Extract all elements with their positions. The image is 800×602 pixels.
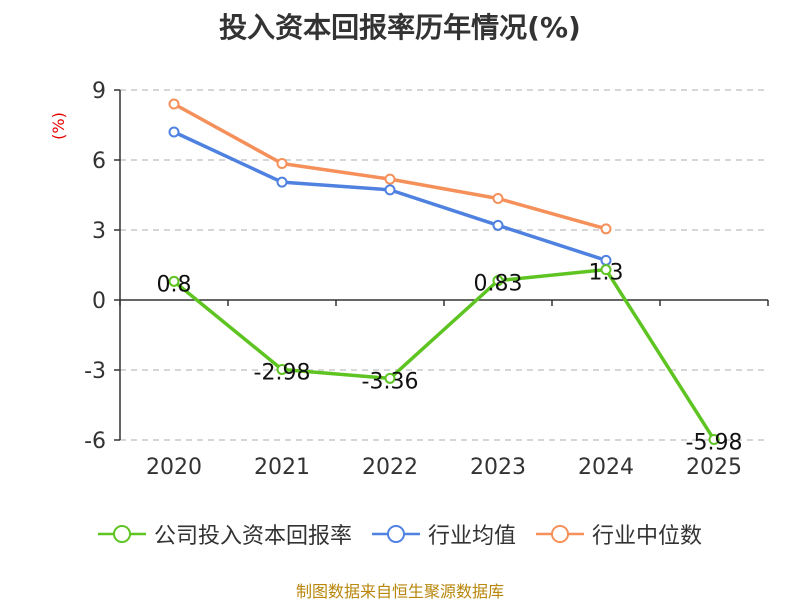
y-tick-label: -6: [84, 429, 106, 454]
x-tick-label: 2023: [470, 455, 526, 480]
legend-line-marker-icon: [371, 525, 420, 543]
legend-label: 公司投入资本回报率: [153, 524, 352, 549]
y-tick-label: 0: [92, 289, 106, 314]
data-point: [168, 275, 180, 287]
data-label: 0.8: [157, 272, 192, 297]
data-point: [492, 193, 504, 204]
data-label: 0.83: [474, 272, 523, 297]
series-lines: [168, 98, 720, 446]
series-line-0: [172, 267, 716, 441]
series-line-2: [173, 102, 607, 231]
series-line-1: [173, 130, 607, 262]
legend-label: 行业中位数: [592, 524, 703, 549]
legend-line-marker-icon: [97, 525, 146, 543]
data-labels: 0.8 -2.98 -3.36 0.83 1.3 -5.98: [157, 261, 743, 456]
data-point: [276, 176, 288, 188]
y-tick-label: 9: [92, 79, 106, 104]
gridlines: [120, 89, 768, 441]
data-label: -5.98: [686, 431, 743, 456]
data-label: -3.36: [362, 369, 419, 394]
data-point: [384, 173, 396, 185]
data-point: [168, 126, 180, 138]
data-point: [276, 158, 288, 169]
data-point: [492, 275, 504, 287]
x-tick-label: 2022: [362, 455, 418, 480]
data-point: [276, 364, 288, 376]
y-tick-label: 3: [92, 219, 106, 244]
y-tick-label: 6: [92, 149, 106, 174]
data-point: [600, 264, 612, 276]
data-point: [168, 98, 180, 110]
legend: 公司投入资本回报率 行业均值 行业中位数: [0, 518, 800, 550]
data-point: [708, 434, 720, 446]
legend-line-marker-icon: [536, 525, 584, 543]
legend-item[interactable]: 行业均值: [371, 518, 516, 550]
axes: -6 -3 0 3 6 9 2020 2021 2022 2023 2024 2025 (%): [49, 79, 769, 480]
x-tick-label: 2020: [146, 455, 202, 480]
data-point: [600, 223, 612, 235]
legend-label: 行业均值: [427, 524, 516, 549]
data-label: -2.98: [254, 361, 311, 386]
y-axis-label: (%): [49, 112, 68, 140]
data-source-note: 制图数据来自恒生聚源数据库: [295, 582, 504, 601]
data-label: 1.3: [589, 261, 624, 286]
data-point: [384, 184, 396, 196]
data-point: [492, 219, 504, 231]
data-point: [384, 372, 396, 384]
chart-title: 投入资本回报率历年情况(%): [219, 11, 581, 44]
legend-item[interactable]: 公司投入资本回报率: [97, 518, 352, 550]
x-tick-label: 2025: [686, 455, 742, 480]
x-tick-label: 2024: [578, 455, 634, 480]
x-tick-label: 2021: [254, 455, 310, 480]
y-tick-label: -3: [84, 359, 106, 384]
legend-item[interactable]: 行业中位数: [536, 518, 702, 550]
